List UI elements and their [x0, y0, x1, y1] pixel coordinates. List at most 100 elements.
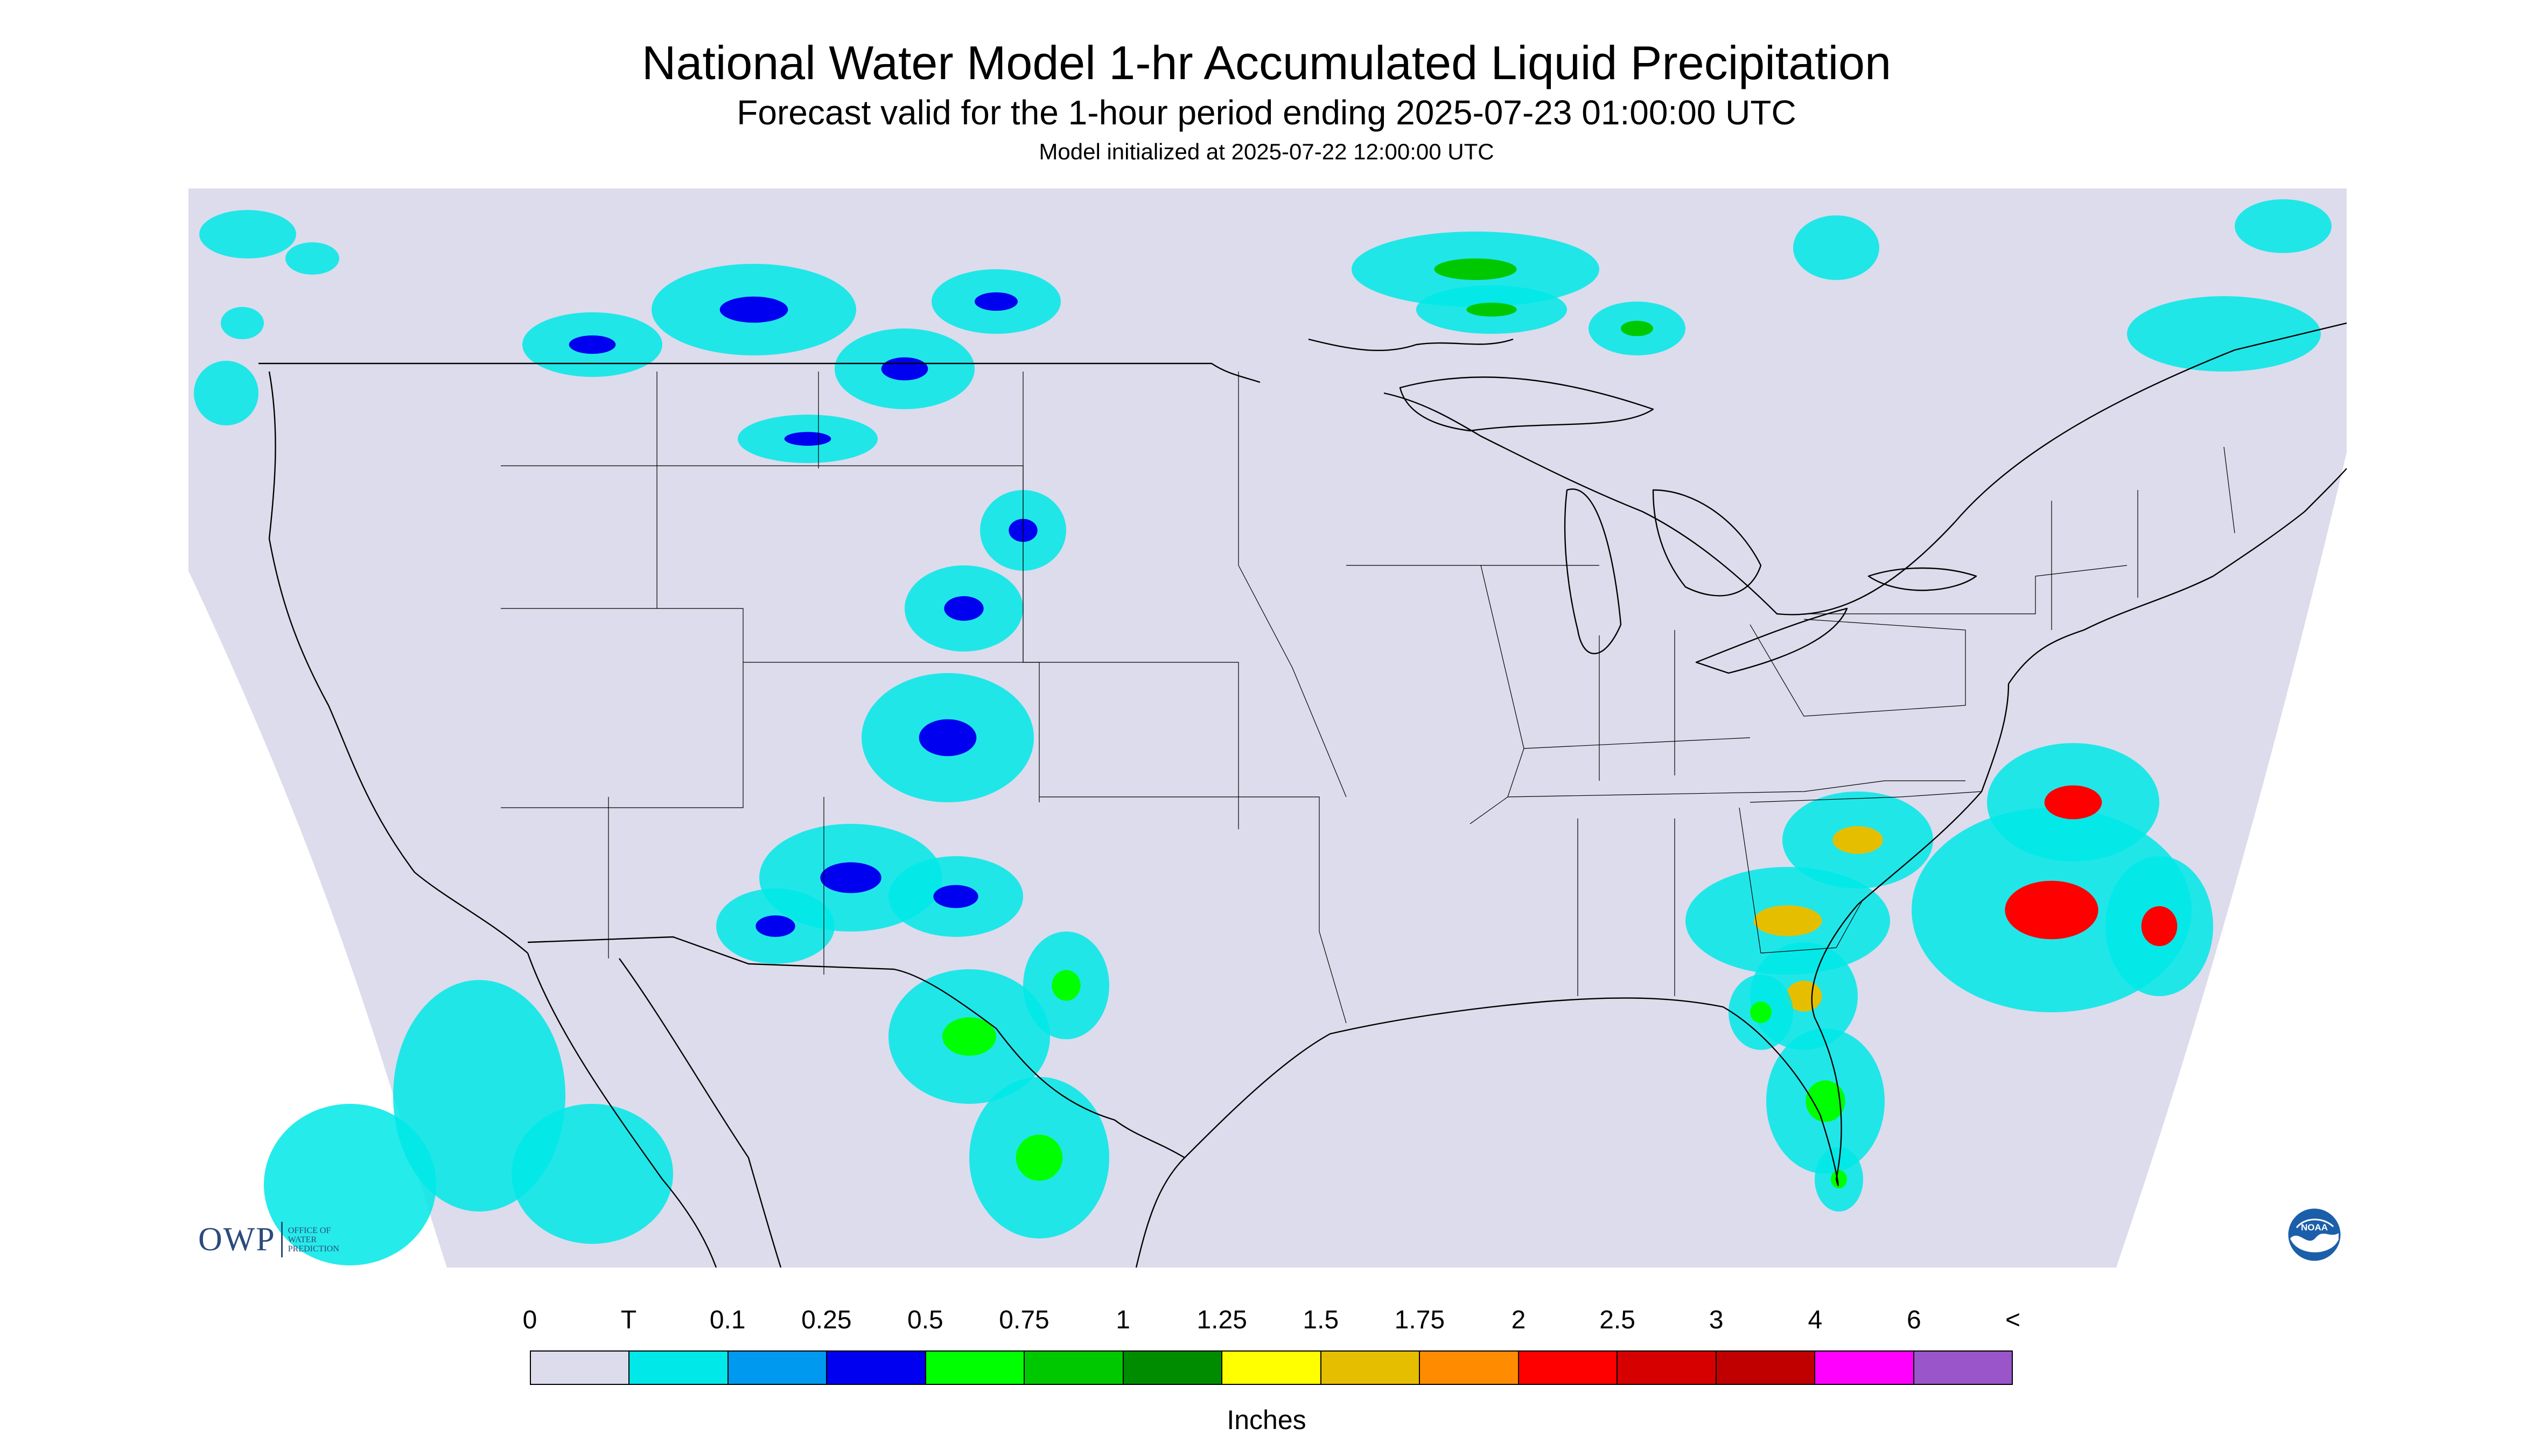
state-line: [656, 372, 819, 608]
owp-logo-line: OFFICE OF: [288, 1226, 331, 1235]
color-legend: 0 T 0.1 0.25 0.5 0.75 1 1.25 1.5 1.75 2 2.5 3 4 6 <: [523, 1305, 2020, 1413]
owp-logo-subtext: OFFICE OF WATER PREDICTION: [288, 1226, 339, 1254]
legend-label: 0: [522, 1306, 537, 1334]
precip-cells: [194, 199, 2332, 1265]
legend-label: 0.5: [907, 1306, 943, 1334]
state-line: [1599, 630, 1675, 781]
legend-color-box: [531, 1352, 630, 1384]
legend-color-box: [1519, 1352, 1618, 1384]
precip-core: [1466, 303, 1517, 317]
precip-core: [1750, 1002, 1772, 1023]
legend-label: 0.1: [709, 1306, 746, 1334]
map-title: National Water Model 1-hr Accumulated Li…: [641, 36, 1892, 89]
legend-color-box: [1222, 1352, 1321, 1384]
baja-california: [527, 953, 717, 1268]
lake-huron: [1652, 489, 1762, 597]
state-line: [1760, 899, 1864, 954]
lake-michigan: [1564, 488, 1622, 654]
state-line: [1481, 565, 1751, 749]
legend-label: 3: [1709, 1306, 1724, 1334]
precip-cell: [221, 307, 264, 339]
lake-superior: [1399, 376, 1654, 432]
legend-color-box: [629, 1352, 729, 1384]
legend-color-box: [1321, 1352, 1421, 1384]
forecast-valid-subtitle: Forecast valid for the 1-hour period end…: [737, 93, 1796, 132]
precip-core: [1621, 320, 1653, 337]
precip-cell: [2235, 199, 2332, 253]
gulf-of-california: [619, 958, 782, 1268]
precip-core: [1831, 1170, 1847, 1189]
state-line: [1039, 796, 1347, 1024]
precip-core: [1832, 826, 1883, 854]
canada-us-border-west: [258, 362, 1261, 383]
state-line: [1750, 619, 1966, 717]
hudson-bay-shore: [1308, 338, 1514, 352]
precip-core: [1434, 258, 1517, 280]
precip-cell: [285, 242, 339, 275]
legend-color-box: [728, 1352, 828, 1384]
noaa-logo: NOAA: [2286, 1206, 2343, 1263]
legend-label: 1: [1116, 1306, 1130, 1334]
noaa-logo-text: NOAA: [2301, 1222, 2328, 1233]
owp-logo-line: WATER: [288, 1235, 317, 1244]
precip-core: [919, 719, 977, 757]
precip-core: [1806, 1080, 1845, 1122]
mexico-gulf-coast: [1135, 1157, 1185, 1268]
lake-ontario: [1867, 567, 1977, 591]
legend-color-box: [1815, 1352, 1914, 1384]
legend-color-box: [1618, 1352, 1717, 1384]
legend-color-box: [1914, 1352, 2012, 1384]
precip-core: [820, 862, 881, 893]
owp-logo-divider: [281, 1222, 283, 1257]
precip-core: [719, 296, 788, 323]
state-line: [1507, 780, 1965, 797]
precip-core: [1753, 905, 1822, 936]
legend-color-bar: [530, 1350, 2013, 1385]
legend-color-box: [1025, 1352, 1124, 1384]
precip-core: [933, 885, 978, 908]
legend-label: 0.75: [999, 1306, 1049, 1334]
precip-cell: [2127, 296, 2321, 372]
state-line: [1023, 372, 1239, 829]
owp-wordmark: OWP: [198, 1221, 276, 1258]
state-line: [608, 797, 824, 975]
precip-core: [942, 1017, 996, 1056]
legend-color-box: [1716, 1352, 1816, 1384]
legend-label: 1.5: [1303, 1306, 1339, 1334]
legend-color-box: [827, 1352, 926, 1384]
legend-label: 6: [1907, 1306, 1921, 1334]
legend-color-box: [926, 1352, 1025, 1384]
legend-units: Inches: [1227, 1405, 1306, 1435]
boundary-lines: [258, 322, 2347, 1268]
owp-logo-line: PREDICTION: [288, 1244, 339, 1254]
florida-coast: [1723, 904, 1858, 1186]
legend-label: 2: [1511, 1306, 1526, 1334]
precipitation-map: [188, 188, 2347, 1268]
legend-label: 1.75: [1394, 1306, 1445, 1334]
precip-core: [755, 915, 795, 937]
precip-cell: [1793, 215, 1879, 280]
precip-cell: [512, 1104, 673, 1244]
precip-cell: [199, 210, 296, 258]
us-mexico-border: [527, 936, 1185, 1159]
legend-color-box: [1420, 1352, 1519, 1384]
owp-logo: OWP OFFICE OF WATER PREDICTION: [198, 1218, 339, 1261]
atlantic-coast: [1857, 468, 2347, 905]
precip-core: [975, 292, 1018, 311]
precip-core: [2141, 906, 2178, 947]
legend-label: 0.25: [801, 1306, 852, 1334]
precip-cell: [264, 1104, 436, 1265]
legend-label: 1.25: [1196, 1306, 1247, 1334]
model-init-note: Model initialized at 2025-07-22 12:00:00…: [1039, 139, 1494, 164]
pacific-coast: [268, 371, 528, 954]
state-lines: [501, 372, 2235, 1024]
precip-core: [944, 596, 984, 621]
legend-label: T: [620, 1306, 637, 1334]
great-lakes-border: [1383, 322, 2347, 615]
lake-erie: [1695, 607, 1848, 674]
precip-core: [1052, 970, 1081, 1001]
state-line: [2051, 446, 2235, 630]
precip-core: [881, 357, 928, 381]
state-line: [1577, 807, 1761, 996]
legend-color-box: [1123, 1352, 1223, 1384]
